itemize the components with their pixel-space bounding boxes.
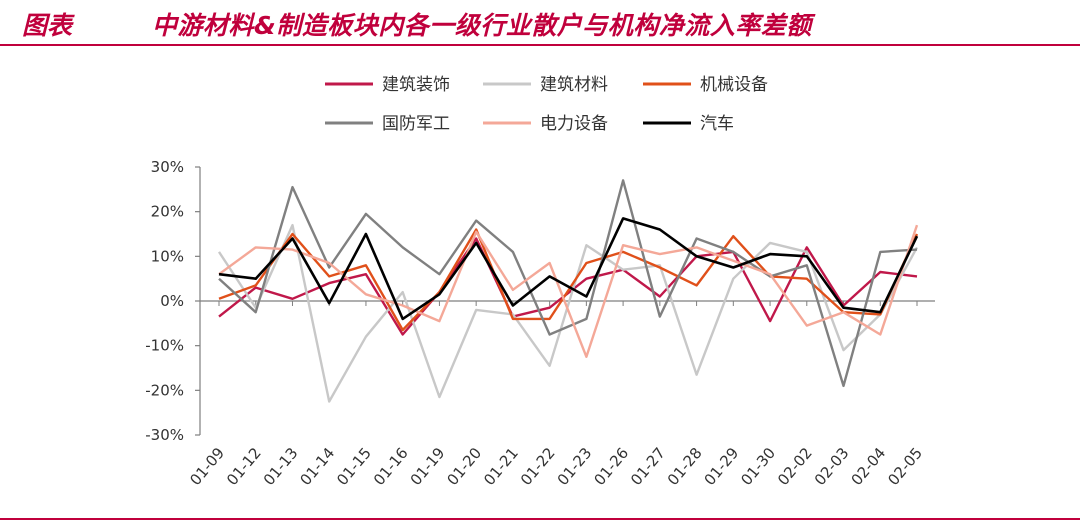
- x-tick-label: 01-23: [554, 444, 596, 489]
- legend-label: 国防军工: [382, 114, 450, 134]
- header: 图表 中游材料&制造板块内各一级行业散户与机构净流入率差额: [0, 0, 1080, 46]
- header-rule: [0, 44, 1080, 46]
- x-tick-label: 01-15: [333, 444, 375, 489]
- x-tick-label: 01-27: [627, 444, 669, 489]
- y-tick-label: 20%: [151, 203, 184, 221]
- x-tick-label: 02-04: [848, 444, 890, 489]
- x-tick-label: 01-20: [443, 444, 485, 489]
- x-tick-label: 02-05: [884, 444, 926, 489]
- legend-label: 建筑装饰: [382, 75, 450, 95]
- series-line-0: [218, 237, 918, 336]
- legend-label: 汽车: [700, 114, 734, 134]
- x-tick-label: 01-16: [370, 444, 412, 489]
- x-tick-label: 01-28: [664, 444, 706, 489]
- series-line-2: [218, 228, 919, 332]
- series-line-3: [218, 179, 918, 388]
- x-tick-label: 01-30: [737, 444, 779, 489]
- series-lines: [217, 179, 919, 403]
- y-tick-label: 10%: [151, 247, 184, 265]
- chart-title: 中游材料&制造板块内各一级行业散户与机构净流入率差额: [152, 11, 812, 40]
- axes: 30%20%10%0%-10%-20%-30%01-0901-1201-1301…: [145, 158, 935, 489]
- series-line-5: [218, 217, 919, 321]
- x-tick-label: 02-02: [774, 444, 816, 489]
- figure-label: 图表: [22, 11, 73, 40]
- x-tick-label: 01-09: [186, 444, 228, 489]
- x-tick-label: 02-03: [811, 444, 853, 489]
- legend-label: 机械设备: [700, 75, 768, 95]
- y-tick-label: -20%: [145, 381, 184, 399]
- x-tick-label: 01-19: [407, 444, 449, 489]
- x-tick-label: 01-12: [223, 444, 265, 489]
- y-tick-label: 30%: [151, 158, 184, 176]
- y-tick-label: -10%: [145, 337, 184, 355]
- y-tick-label: -30%: [145, 426, 184, 444]
- y-tick-label: 0%: [160, 292, 184, 310]
- x-tick-label: 01-26: [590, 444, 632, 489]
- footer-rule: [0, 518, 1080, 520]
- legend-label: 建筑材料: [540, 75, 608, 95]
- x-tick-label: 01-13: [260, 444, 302, 489]
- x-tick-label: 01-29: [701, 444, 743, 489]
- legend-label: 电力设备: [540, 114, 608, 134]
- series-line-1: [217, 223, 919, 403]
- x-tick-label: 01-14: [296, 444, 338, 489]
- x-tick-label: 01-22: [517, 444, 559, 489]
- series-line-4: [218, 224, 919, 358]
- x-tick-label: 01-21: [480, 444, 522, 489]
